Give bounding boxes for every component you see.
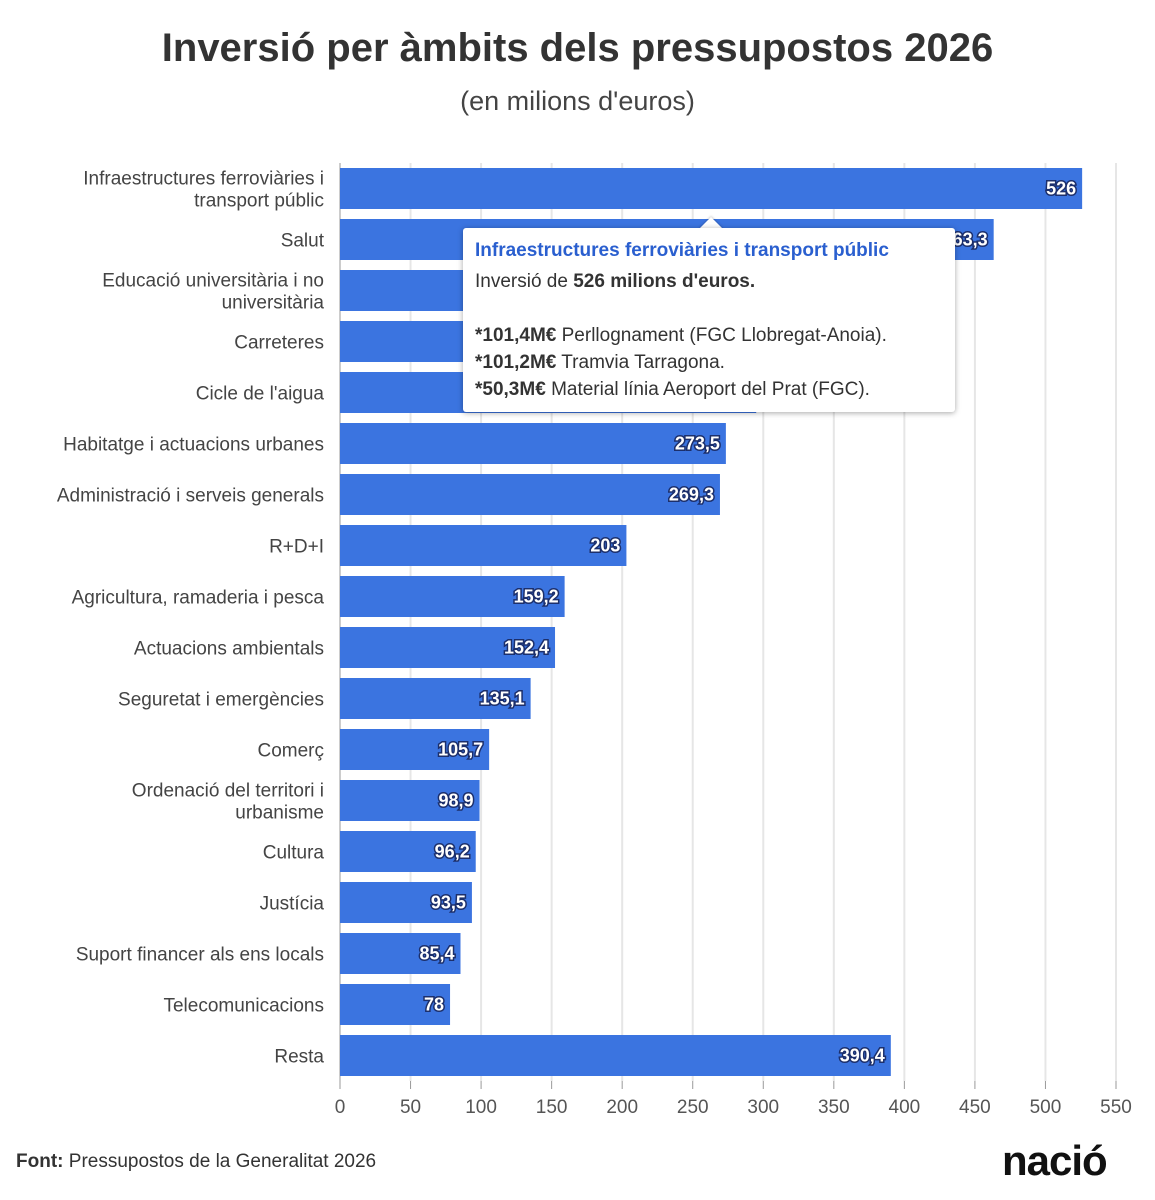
tooltip-item-amount: *50,3M€ — [475, 379, 546, 400]
bar-value-label: 105,7 — [438, 740, 483, 760]
category-label: Infraestructures ferroviàries i transport… — [83, 169, 324, 212]
tooltip-item: *101,2M€ Tramvia Tarragona. — [475, 349, 943, 376]
bar-value-label: 203 — [590, 536, 620, 556]
x-tick-label: 550 — [1100, 1097, 1132, 1118]
category-label: Carreteres — [234, 333, 324, 354]
x-tick-label: 350 — [818, 1097, 850, 1118]
bar — [340, 627, 556, 668]
tooltip-intro-amount: 526 milions d'euros. — [573, 271, 756, 292]
bar-value-label: 273,5 — [675, 434, 720, 454]
chart-title: Inversió per àmbits dels pressupostos 20… — [161, 26, 994, 70]
tooltip-item: *101,4M€ Perllognament (FGC Llobregat-An… — [475, 322, 943, 349]
x-tick-label: 0 — [335, 1097, 346, 1118]
category-label: Seguretat i emergències — [118, 690, 324, 711]
bar — [340, 525, 627, 566]
x-tick-label: 400 — [889, 1097, 921, 1118]
bar — [340, 882, 472, 923]
x-tick-label: 250 — [677, 1097, 709, 1118]
category-label: Resta — [274, 1047, 324, 1068]
bar-value-label: 159,2 — [514, 587, 559, 607]
category-label: Comerç — [257, 741, 324, 762]
bar — [340, 678, 531, 719]
category-label: Justícia — [260, 894, 325, 915]
brand-logo: nació — [1002, 1137, 1108, 1184]
bar-value-label: 526 — [1046, 179, 1076, 199]
category-label: Telecomunicacions — [163, 996, 324, 1017]
category-label: Actuacions ambientals — [134, 639, 324, 660]
bar — [340, 984, 451, 1025]
category-label: Cicle de l'aigua — [196, 384, 325, 405]
bar-value-label: 135,1 — [480, 689, 525, 709]
category-label: Agricultura, ramaderia i pesca — [72, 588, 325, 609]
bar-value-label: 269,3 — [669, 485, 714, 505]
tooltip-intro-prefix: Inversió de — [475, 271, 568, 292]
tooltip-item: *50,3M€ Material línia Aeroport del Prat… — [475, 376, 943, 403]
bar-value-label: 96,2 — [435, 842, 470, 862]
tooltip-item-amount: *101,2M€ — [475, 352, 557, 373]
chart-tooltip: Infraestructures ferroviàries i transpor… — [463, 228, 955, 412]
category-label: R+D+I — [269, 537, 324, 558]
category-label: Cultura — [263, 843, 325, 864]
source-note: Font: Pressupostos de la Generalitat 202… — [16, 1151, 376, 1173]
tooltip-item-text: Material línia Aeroport del Prat (FGC). — [551, 379, 870, 400]
bar-value-label: 152,4 — [504, 638, 549, 658]
bar — [340, 831, 476, 872]
bar — [340, 1035, 891, 1076]
bar — [340, 474, 720, 515]
x-tick-label: 300 — [747, 1097, 779, 1118]
x-tick-label: 150 — [536, 1097, 568, 1118]
bar-value-label: 85,4 — [419, 944, 454, 964]
category-label: Salut — [281, 231, 325, 252]
category-label: Ordenació del territori i urbanisme — [132, 781, 324, 824]
tooltip-intro: Inversió de 526 milions d'euros. — [475, 268, 943, 295]
bar — [340, 168, 1083, 209]
category-label: Educació universitària i no universitària — [102, 271, 324, 314]
bar — [340, 780, 480, 821]
source-label: Font: — [16, 1151, 64, 1172]
x-tick-label: 100 — [465, 1097, 497, 1118]
tooltip-heading: Infraestructures ferroviàries i transpor… — [475, 240, 889, 261]
bar-value-label: 390,4 — [840, 1046, 885, 1066]
tooltip-item-amount: *101,4M€ — [475, 325, 557, 346]
tooltip-arrow — [699, 217, 723, 229]
bar-value-label: 98,9 — [438, 791, 473, 811]
x-tick-label: 450 — [959, 1097, 991, 1118]
tooltip-item-text: Tramvia Tarragona. — [561, 352, 725, 373]
x-tick-label: 200 — [606, 1097, 638, 1118]
bar — [340, 423, 726, 464]
x-tick-label: 50 — [400, 1097, 421, 1118]
x-tick-label: 500 — [1030, 1097, 1062, 1118]
bar — [340, 576, 565, 617]
chart-subtitle: (en milions d'euros) — [460, 86, 695, 116]
bar-value-label: 93,5 — [431, 893, 466, 913]
tooltip-item-text: Perllognament (FGC Llobregat-Anoia). — [561, 325, 887, 346]
source-text: Pressupostos de la Generalitat 2026 — [68, 1151, 377, 1172]
category-label: Habitatge i actuacions urbanes — [63, 435, 324, 456]
bar — [340, 729, 490, 770]
bar — [340, 933, 461, 974]
category-label: Administració i serveis generals — [57, 486, 324, 507]
bar-value-label: 78 — [424, 995, 444, 1015]
category-label: Suport financer als ens locals — [76, 945, 324, 966]
